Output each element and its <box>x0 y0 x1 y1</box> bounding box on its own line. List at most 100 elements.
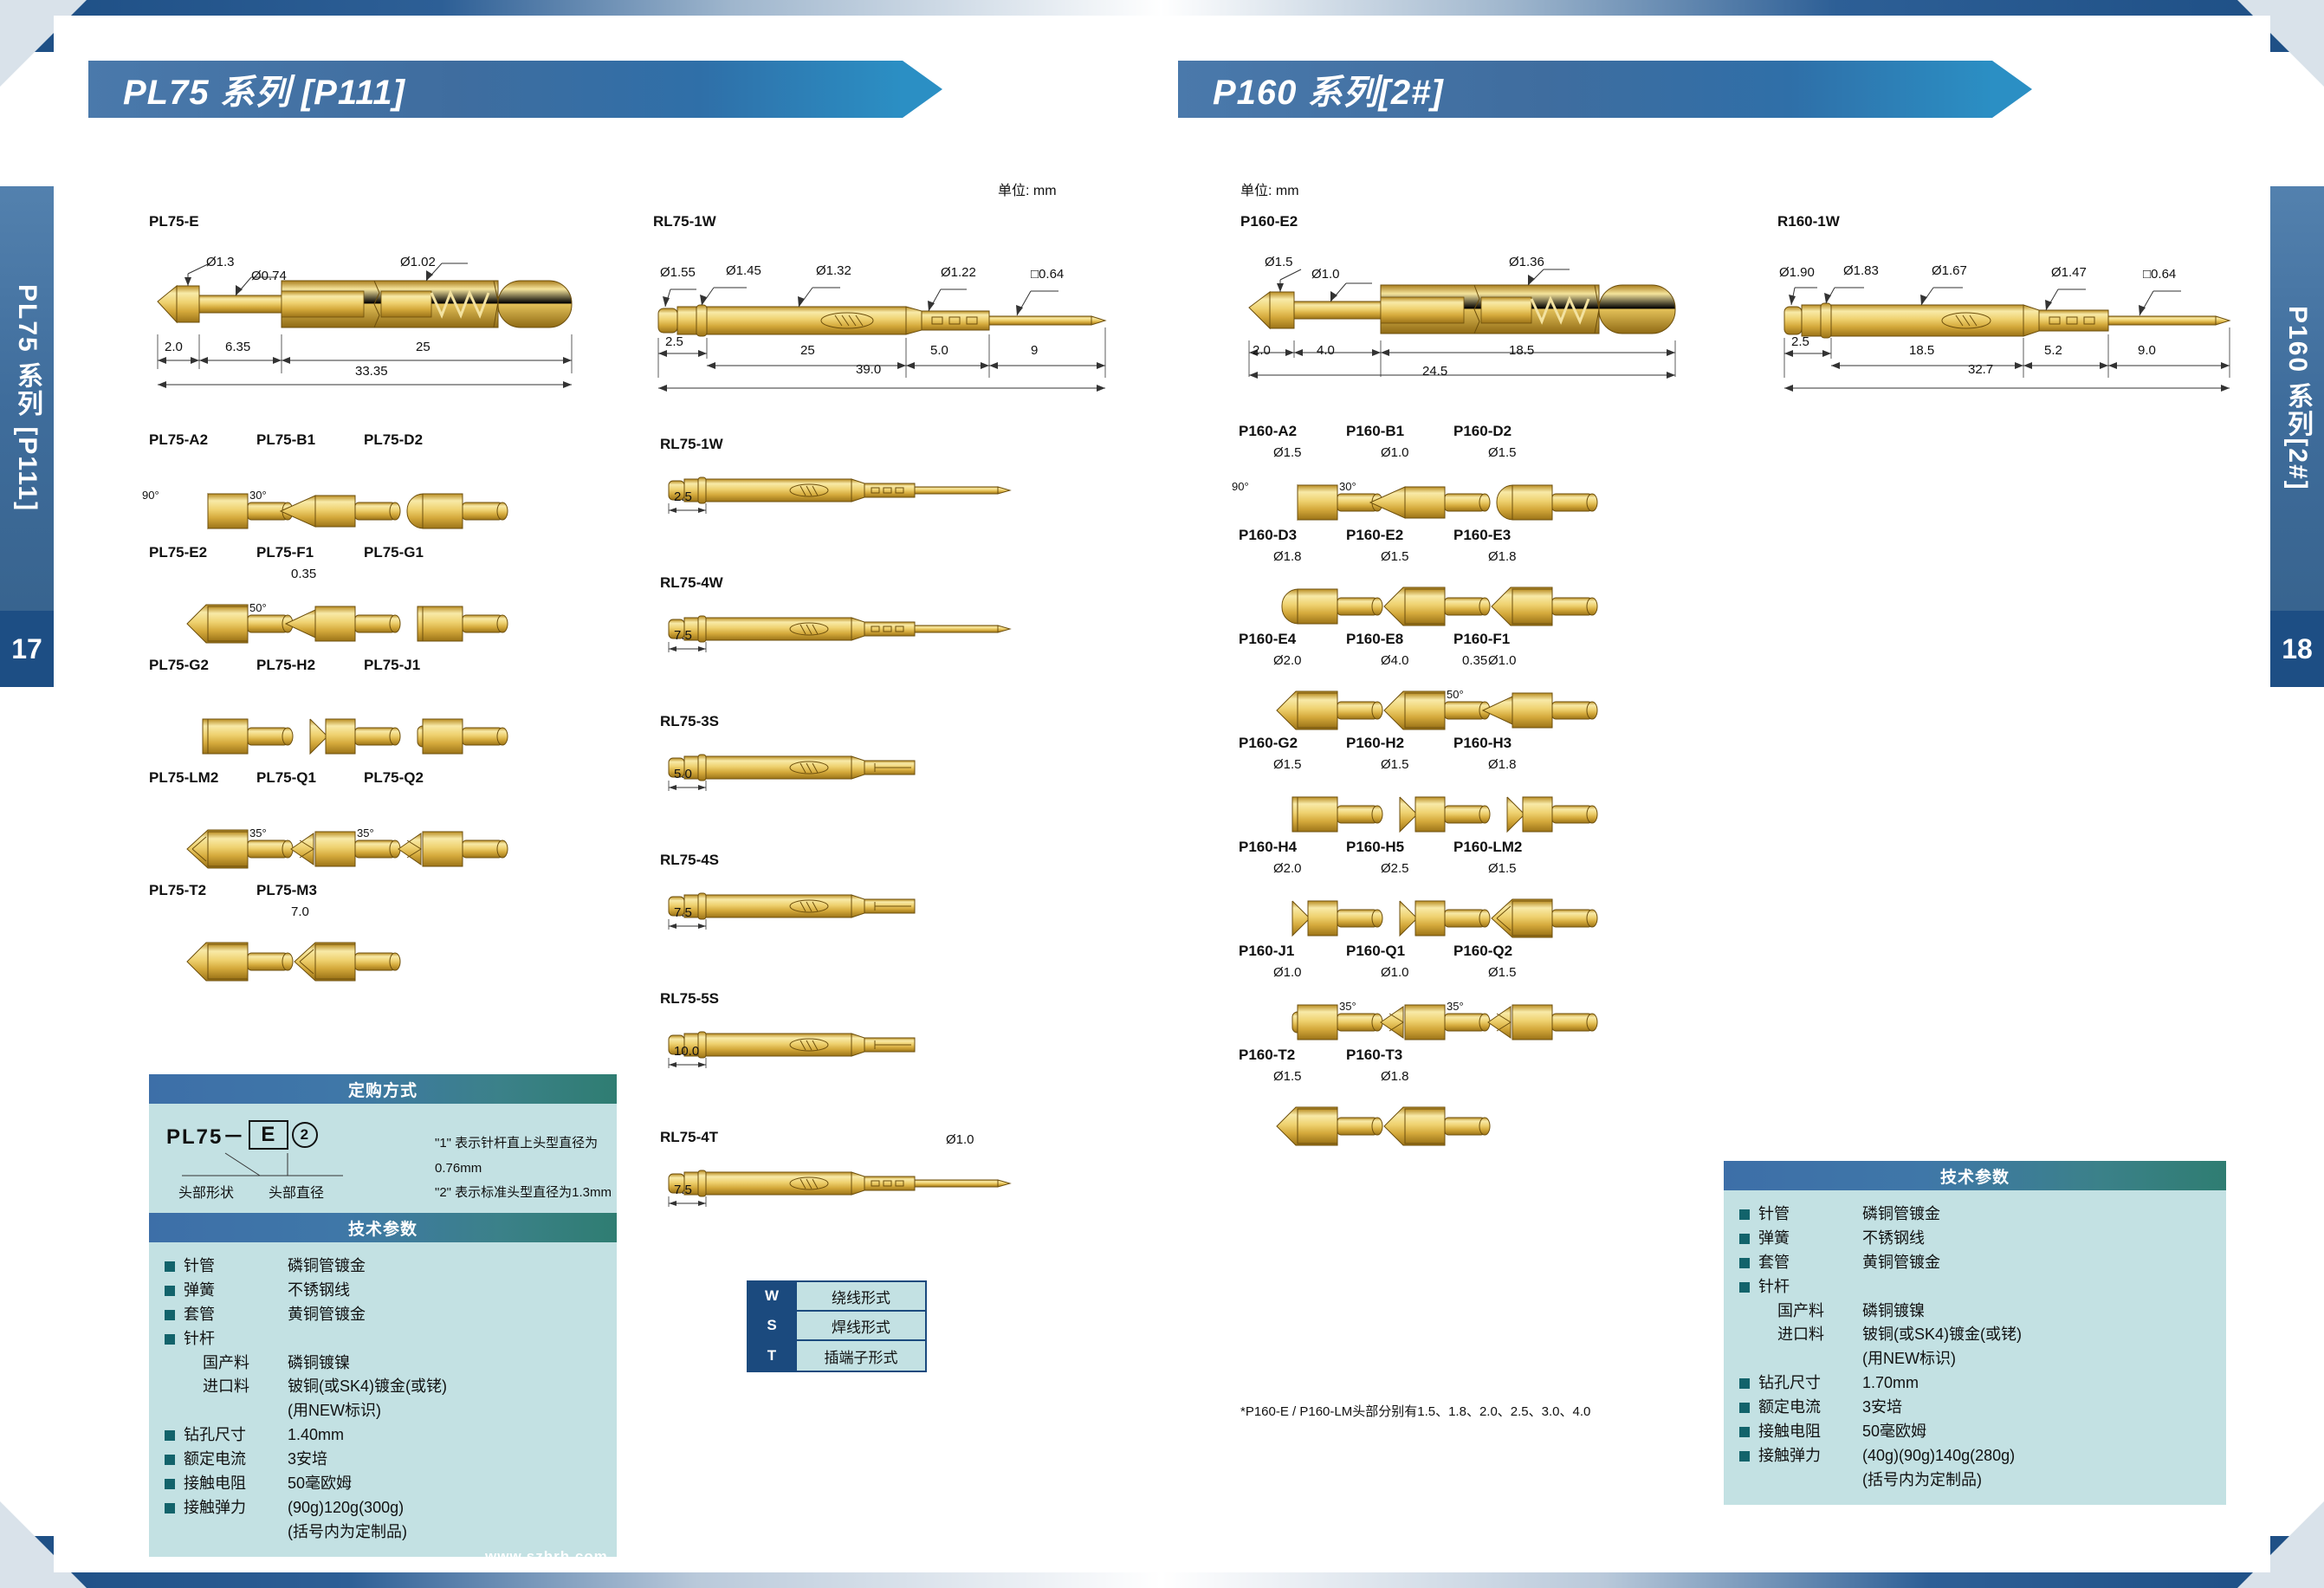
angle-p160-a2: 90° <box>1232 480 1249 493</box>
dia-p160-e4: Ø2.0 <box>1273 653 1302 668</box>
drawing-p160-e4 <box>1247 672 1399 752</box>
spec-value: 1.70mm <box>1862 1374 1919 1392</box>
dim-pl75e-dia2: Ø0.74 <box>251 269 287 283</box>
drawing-p160-e2 <box>1355 568 1506 648</box>
spec-key: 接触电阻 <box>1758 1423 1821 1441</box>
dia-p160-q1: Ø1.0 <box>1381 965 1409 980</box>
dim-r160-dia1: Ø1.90 <box>1779 265 1815 280</box>
bullet-spacer <box>1739 1354 1750 1364</box>
square-bullet-icon <box>1739 1233 1750 1244</box>
spec-key: 钻孔尺寸 <box>1758 1374 1821 1392</box>
part-label-p160-j1: P160-J1 <box>1239 943 1295 959</box>
part-label-rl75-1w-main: RL75-1W <box>653 213 716 230</box>
part-label-p160-d3: P160-D3 <box>1239 527 1298 543</box>
dia-p160-e2: Ø1.5 <box>1381 549 1409 564</box>
right-spec-title: 技术参数 <box>1724 1161 2226 1190</box>
angle-p160-q2: 35° <box>1447 1000 1464 1013</box>
spec-key: 针杆 <box>184 1329 215 1347</box>
bullet-spacer <box>165 1382 175 1392</box>
part-label-rl75-4t: RL75-4T <box>660 1129 719 1145</box>
wst-code: S <box>748 1312 795 1339</box>
square-bullet-icon <box>1739 1281 1750 1293</box>
spec-value: (40g)(90g)140g(280g) <box>1862 1446 2016 1464</box>
dim-rl75-dia4: Ø1.22 <box>941 265 976 280</box>
dim-rl75-l3: 5.0 <box>930 343 948 358</box>
part-label-rl75-5s: RL75-5S <box>660 990 720 1007</box>
footer-url-right[interactable]: www.szhrh.com <box>1594 1548 1717 1565</box>
spec-key: 进口料 <box>203 1377 249 1396</box>
right-spec-panel: 技术参数 针管 磷铜管镀金 弹簧 不锈钢线 套管 黄铜管镀金 针杆 国产料 磷铜镀镍 进口料 铍铜(… <box>1724 1161 2226 1505</box>
wst-code: T <box>748 1341 795 1371</box>
part-label-pl75-t2: PL75-T2 <box>149 882 207 898</box>
drawing-pl75-e2 <box>158 586 309 665</box>
spec-value: 50毫欧姆 <box>1862 1423 1927 1441</box>
left-spec-panel: 技术参数 针管 磷铜管镀金 弹簧 不锈钢线 套管 黄铜管镀金 针杆 国产料 磷铜镀镍 进口料 铍铜(… <box>149 1213 617 1557</box>
drawing-pl75-j1 <box>372 698 524 778</box>
dia-p160-e8: Ø4.0 <box>1381 653 1409 668</box>
part-label-rl75-4w: RL75-4W <box>660 574 723 591</box>
bullet-spacer <box>165 1358 175 1369</box>
drawing-rl75-5s <box>660 1016 1033 1070</box>
spec-key: 国产料 <box>1777 1301 1824 1319</box>
dim-r160-dia5: □0.64 <box>2143 267 2177 282</box>
spec-row: (括号内为定制品) <box>165 1520 601 1545</box>
right-unit-label: 单位: mm <box>1240 184 1299 198</box>
dia-p160-d3: Ø1.8 <box>1273 549 1302 564</box>
page-number-right: 18 <box>2270 611 2324 687</box>
dia-p160-lm2: Ø1.5 <box>1488 861 1517 876</box>
ordering-code-diameter: 2 <box>292 1121 319 1148</box>
drawing-p160-q2 <box>1462 984 1614 1064</box>
drawing-pl75-a2 <box>158 473 309 553</box>
spec-key: 套管 <box>184 1305 215 1323</box>
wst-legend-table: W 绕线形式 S 焊线形式 T 插端子形式 <box>747 1280 927 1372</box>
angle-pl75-a2: 90° <box>142 489 159 502</box>
part-label-pl75-j1: PL75-J1 <box>364 657 421 673</box>
drawing-p160-a2 <box>1247 464 1399 544</box>
drawing-pl75-q2 <box>372 811 524 891</box>
side-tab-pl75: PL75 系列 [P111] <box>0 186 54 611</box>
drawing-p160-h4 <box>1247 880 1399 960</box>
dia-p160-q2: Ø1.5 <box>1488 965 1517 980</box>
dia-p160-h4: Ø2.0 <box>1273 861 1302 876</box>
spec-value: (用NEW标识) <box>288 1402 381 1420</box>
drawing-p160-b1 <box>1355 464 1506 544</box>
spec-value: 3安培 <box>288 1450 328 1468</box>
spec-key <box>184 1520 288 1545</box>
side-tab-left-label: PL75 系列 [P111] <box>13 284 42 513</box>
right-series-title: P160 系列[2#] <box>1213 74 1444 112</box>
dia-p160-t3: Ø1.8 <box>1381 1069 1409 1084</box>
part-label-p160-lm2: P160-LM2 <box>1453 839 1523 855</box>
side-tab-right-label: P160 系列[2#] <box>2283 306 2312 491</box>
angle-pl75-f1: 50° <box>249 601 267 614</box>
left-spec-title: 技术参数 <box>149 1213 617 1242</box>
drawing-rl75-4w <box>660 600 1033 654</box>
square-bullet-icon <box>165 1502 175 1513</box>
part-label-pl75-b1: PL75-B1 <box>256 431 316 448</box>
left-series-title: PL75 系列 [P111] <box>123 74 405 112</box>
spec-key: 额定电流 <box>1758 1398 1821 1416</box>
dim-rl75-dia5: □0.64 <box>1031 267 1065 282</box>
spec-key: 套管 <box>1758 1253 1790 1271</box>
spec-value: (括号内为定制品) <box>1862 1470 1982 1488</box>
spec-row: 弹簧 不锈钢线 <box>165 1279 601 1303</box>
part-label-p160-d2: P160-D2 <box>1453 423 1512 439</box>
dim-rl75-l4: 9 <box>1031 343 1039 358</box>
dia-p160-e3: Ø1.8 <box>1488 549 1517 564</box>
dia-p160-h2: Ø1.5 <box>1381 757 1409 772</box>
left-spec-body: 针管 磷铜管镀金 弹簧 不锈钢线 套管 黄铜管镀金 针杆 国产料 磷铜镀镍 进口料 铍铜(或SK4)… <box>149 1242 617 1557</box>
dia-p160-j1: Ø1.0 <box>1273 965 1302 980</box>
part-label-pl75-q2: PL75-Q2 <box>364 769 424 786</box>
drawing-p160-e3 <box>1462 568 1614 648</box>
spec-value: 铍铜(或SK4)镀金(或铑) <box>288 1377 447 1396</box>
part-label-p160-h2: P160-H2 <box>1346 735 1405 751</box>
bullet-spacer <box>165 1406 175 1416</box>
dia-pl75-f1: 0.35 <box>291 567 317 581</box>
drawing-p160-f1 <box>1462 672 1614 752</box>
spec-value: 不锈钢线 <box>288 1280 350 1299</box>
footer-url-left[interactable]: www.szhrh.com <box>485 1548 608 1565</box>
dim-rl75-l1: 2.5 <box>665 334 683 349</box>
drawing-pl75-m3 <box>265 924 417 1003</box>
bullet-spacer <box>1739 1475 1750 1486</box>
dim-p160e2-dia1: Ø1.5 <box>1265 255 1293 269</box>
angle-pl75-q1: 35° <box>249 826 267 839</box>
